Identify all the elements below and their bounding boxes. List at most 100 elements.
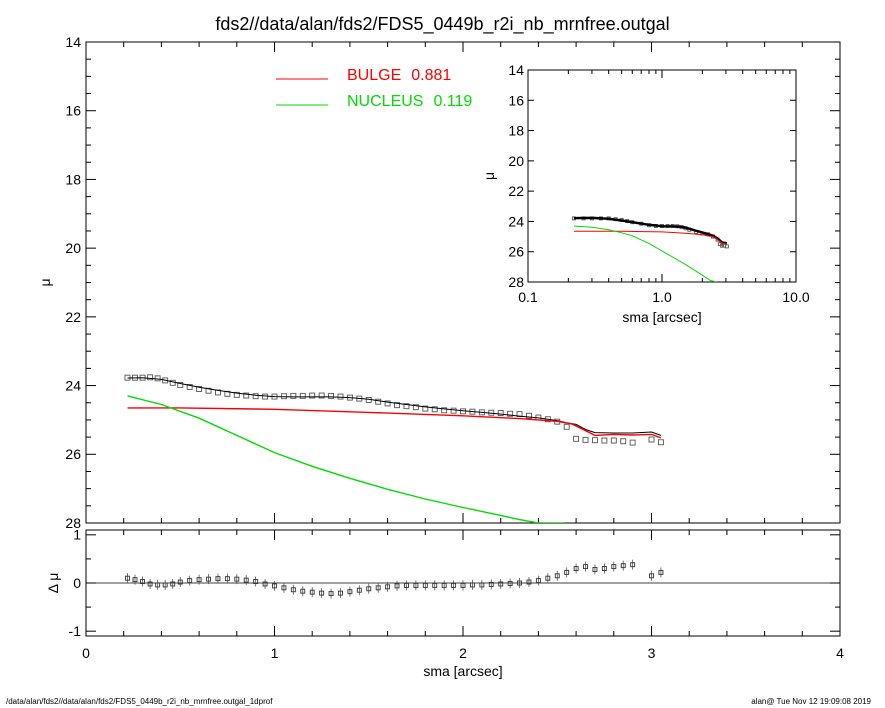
- main-data-point: [299, 392, 306, 399]
- main-data-point: [497, 410, 504, 417]
- legend: BULGE 0.881 NUCLEUS 0.119: [276, 67, 472, 110]
- inset-data-point: [719, 243, 724, 248]
- main-data-point: [422, 405, 429, 412]
- main-data-point: [563, 423, 570, 430]
- main-data-point: [262, 393, 269, 400]
- residual-data-point: [206, 576, 211, 582]
- inset-xtick-label: 0.1: [518, 289, 538, 305]
- inset-ytick-label: 24: [508, 213, 524, 229]
- inset-plot-area: [571, 216, 729, 282]
- residual-data-point: [535, 578, 541, 584]
- main-data-point: [252, 393, 259, 400]
- inset-ytick-label: 26: [508, 244, 524, 260]
- inset-nucleus-line: [573, 225, 717, 282]
- main-data-point: [431, 406, 438, 413]
- residual-data-point: [290, 587, 296, 593]
- residual-data-point: [488, 581, 494, 587]
- main-bulge-line: [127, 407, 662, 439]
- residual-xtick-label: 4: [836, 645, 844, 661]
- residual-data-point: [125, 575, 130, 581]
- residual-data-point: [479, 582, 485, 588]
- residual-data-point: [347, 589, 353, 595]
- residual-data-point: [253, 579, 259, 585]
- inset-ytick-label: 22: [508, 183, 524, 199]
- main-ytick-label: 26: [65, 446, 81, 462]
- main-ytick-label: 18: [65, 171, 81, 187]
- main-data-point: [648, 436, 655, 443]
- residual-data-point: [155, 582, 161, 588]
- legend-value: 0.881: [411, 67, 451, 84]
- residual-data-point: [451, 582, 457, 588]
- residual-data-point: [215, 576, 221, 582]
- legend-name: NUCLEUS: [347, 93, 423, 110]
- residual-xtick-label: 0: [82, 645, 90, 661]
- inset-x-axis-label: sma [arcsec]: [622, 309, 701, 325]
- main-panel: 14 16 18 20 22 24 26 28 μ: [37, 34, 841, 531]
- main-data-point: [629, 439, 636, 446]
- residual-data-point: [328, 591, 334, 597]
- main-data-point: [375, 398, 382, 405]
- residual-data-point: [147, 581, 153, 587]
- main-data-point: [507, 410, 514, 417]
- main-data-point: [450, 407, 457, 414]
- residual-data-point: [517, 580, 522, 586]
- main-data-point: [441, 407, 448, 414]
- residual-xtick-label: 2: [459, 645, 467, 661]
- residual-data-point: [620, 563, 626, 569]
- inset-data-point: [724, 244, 729, 249]
- main-data-point: [328, 392, 334, 399]
- main-data-point: [610, 437, 617, 444]
- main-data-point: [601, 437, 608, 444]
- main-data-point: [412, 404, 419, 411]
- main-data-point: [394, 402, 400, 409]
- inset-xtick-label: 1.0: [652, 289, 672, 305]
- residual-x-axis-label: sma [arcsec]: [423, 663, 502, 679]
- main-data-point: [147, 374, 154, 381]
- residual-data-point: [187, 578, 193, 584]
- residual-data-point: [366, 586, 372, 592]
- main-data-point: [592, 437, 598, 444]
- main-data-point: [526, 412, 532, 419]
- residual-data-point: [583, 564, 588, 570]
- main-ytick-label: 22: [65, 309, 81, 325]
- main-data-point: [403, 403, 410, 410]
- residual-data-point: [498, 581, 504, 587]
- residual-data-point: [140, 579, 146, 585]
- legend-name: BULGE: [347, 67, 401, 84]
- residual-data-point: [441, 582, 447, 588]
- residual-data-point: [262, 581, 268, 587]
- residual-data-point: [272, 583, 277, 589]
- residual-data-point: [356, 587, 362, 593]
- residual-data-point: [432, 582, 438, 588]
- chart-title: fds2//data/alan/fds2/FDS5_0449b_r2i_nb_m…: [215, 14, 670, 34]
- main-data-point: [154, 375, 161, 382]
- footer-timestamp: alan@ Tue Nov 12 19:09:08 2019: [751, 697, 871, 706]
- inset-ytick-label: 20: [508, 153, 524, 169]
- main-ytick-label: 24: [65, 377, 81, 393]
- residual-data-point: [162, 582, 168, 588]
- main-y-axis-label: μ: [37, 278, 53, 286]
- residual-xtick-label: 1: [271, 645, 279, 661]
- residual-data-point: [630, 562, 636, 568]
- residual-data-point: [170, 581, 176, 587]
- main-ytick-label: 20: [65, 240, 81, 256]
- main-data-point: [309, 392, 316, 399]
- main-model-total-line: [127, 377, 662, 436]
- residual-ytick-label: 0: [73, 575, 81, 591]
- residual-ytick-label: -1: [69, 623, 82, 639]
- legend-value: 0.119: [433, 93, 472, 110]
- footer-file-path: /data/alan/fds2//data/alan/fds2/FDS5_044…: [6, 697, 273, 706]
- main-nucleus-line: [127, 395, 565, 523]
- main-data-point: [177, 381, 184, 388]
- main-data-point: [233, 391, 240, 398]
- residual-data-point: [375, 585, 381, 591]
- residual-data-point: [422, 582, 428, 588]
- residual-data-point: [658, 569, 664, 575]
- main-data-point: [205, 387, 212, 394]
- main-plot-area: [124, 374, 664, 523]
- main-data-point: [657, 439, 664, 446]
- inset-ytick-label: 28: [508, 274, 524, 290]
- main-data-point: [573, 435, 580, 442]
- main-data-point: [384, 400, 391, 407]
